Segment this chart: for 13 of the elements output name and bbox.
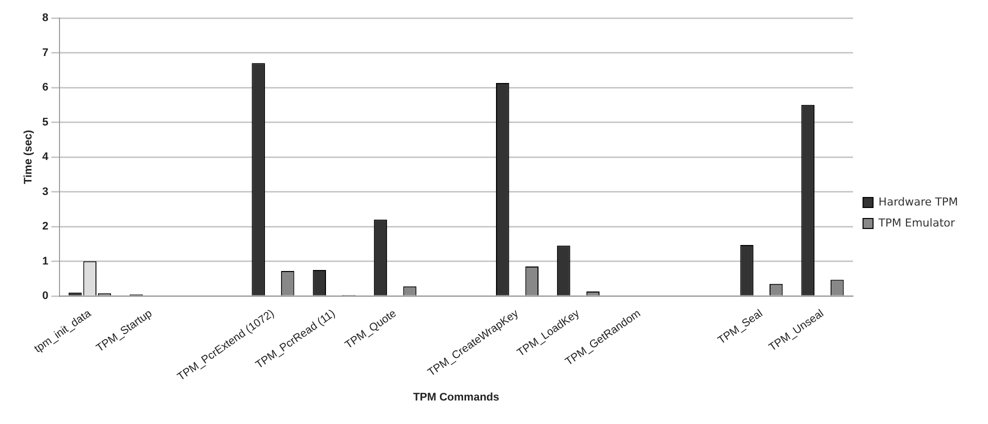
- y-tick-label: 8: [42, 12, 48, 24]
- y-tick-label: 6: [42, 82, 48, 94]
- y-tick-label: 2: [42, 220, 48, 233]
- y-tick-label: 5: [42, 116, 48, 128]
- y-tick-label: 0: [42, 290, 48, 302]
- y-tick-label: 3: [42, 186, 48, 198]
- y-tick-label: 7: [42, 46, 48, 59]
- y-tick-label: 4: [42, 151, 50, 164]
- legend-label: Hardware TPM: [878, 195, 958, 208]
- y-tick-label: 1: [42, 255, 48, 268]
- y-axis-title: Time (sec): [22, 130, 35, 184]
- x-axis-title: TPM Commands: [413, 391, 500, 404]
- legend-label: TPM Emulator: [878, 216, 956, 230]
